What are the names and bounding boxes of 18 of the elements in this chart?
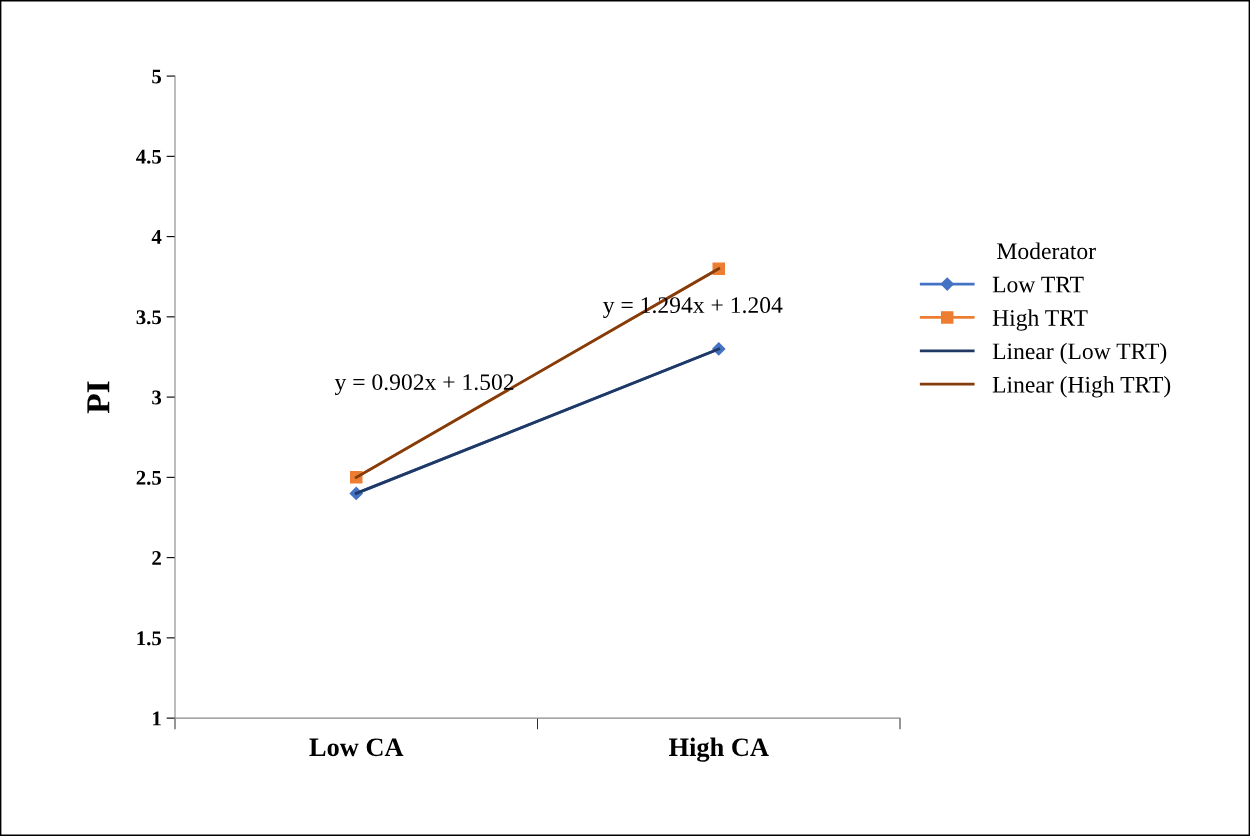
y-tick-label: 3.5 <box>136 310 162 325</box>
annotation: y = 0.902x + 1.502 <box>334 374 514 395</box>
y-tick-label: 2 <box>152 551 161 565</box>
y-tick-label: 1 <box>153 711 161 726</box>
legend-label: Linear (High TRT) <box>992 376 1171 398</box>
x-tick-label: Low CA <box>309 738 404 757</box>
legend-label: High TRT <box>992 309 1088 331</box>
legend-label: Linear (Low TRT) <box>992 342 1167 365</box>
y-axis-title: PI <box>87 381 110 414</box>
y-tick-label: 4 <box>151 230 162 244</box>
y-tick-label: 3 <box>152 390 162 405</box>
y-tick-label: 2.5 <box>136 470 162 485</box>
y-tick-label: 4.5 <box>136 149 162 164</box>
x-tick-label: High CA <box>668 737 769 762</box>
y-tick-label: 1.5 <box>137 631 162 646</box>
legend-label: Low TRT <box>992 276 1084 293</box>
y-tick-label: 5 <box>152 69 162 84</box>
legend-title: Moderator <box>997 242 1096 260</box>
